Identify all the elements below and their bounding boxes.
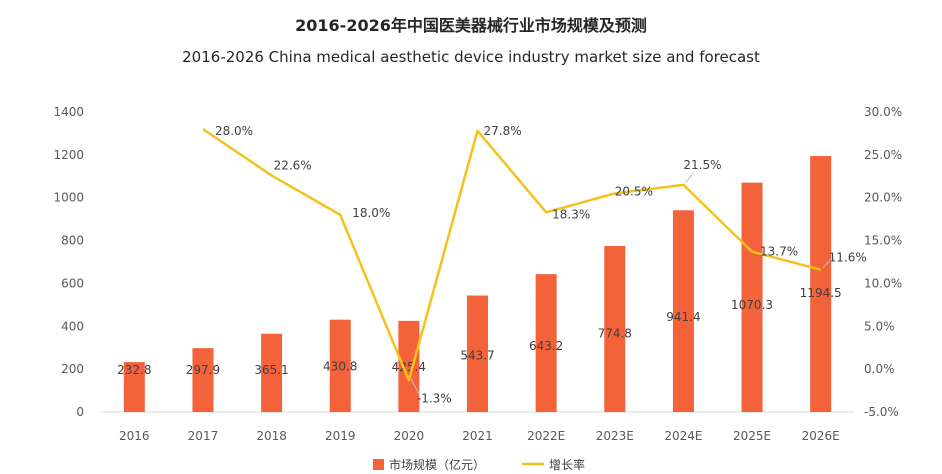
y-left-tick-label: 400 bbox=[61, 319, 84, 333]
bar bbox=[741, 182, 763, 412]
bar bbox=[192, 348, 214, 412]
x-tick-label: 2025E bbox=[733, 429, 771, 443]
bar bbox=[467, 295, 488, 412]
legend-label-line: 增长率 bbox=[549, 457, 585, 472]
bar bbox=[535, 274, 557, 412]
y-right-tick-label: 5.0% bbox=[864, 319, 895, 333]
bar-data-label: 425.4 bbox=[392, 360, 426, 374]
y-left-tick-label: 1400 bbox=[53, 105, 84, 119]
bar-data-label: 297.9 bbox=[186, 363, 220, 377]
chart-title: 2016-2026年中国医美器械行业市场规模及预测 bbox=[295, 16, 647, 35]
bar-data-label: 941.4 bbox=[666, 310, 700, 324]
y-right-tick-label: 10.0% bbox=[864, 276, 902, 290]
bar-data-label: 774.8 bbox=[598, 326, 632, 340]
bar bbox=[329, 319, 351, 412]
bar bbox=[398, 320, 420, 412]
bar bbox=[261, 333, 283, 412]
x-tick-label: 2016 bbox=[119, 429, 150, 443]
line-data-label: 22.6% bbox=[274, 158, 312, 172]
legend-label-bar: 市场规模（亿元） bbox=[389, 457, 485, 472]
x-tick-label: 2021 bbox=[462, 429, 493, 443]
line-data-label: 13.7% bbox=[760, 245, 798, 259]
x-tick-label: 2017 bbox=[188, 429, 219, 443]
x-tick-label: 2018 bbox=[256, 429, 287, 443]
bar-data-label: 232.8 bbox=[117, 363, 151, 377]
label-leader-line bbox=[410, 378, 420, 395]
bar-data-label: 1070.3 bbox=[731, 298, 773, 312]
bar bbox=[672, 210, 694, 412]
y-left-tick-label: 600 bbox=[61, 276, 84, 290]
y-right-tick-label: 15.0% bbox=[864, 234, 902, 248]
label-leader-line bbox=[822, 259, 832, 269]
bar bbox=[123, 362, 145, 412]
x-tick-label: 2022E bbox=[527, 429, 565, 443]
line-data-label: 20.5% bbox=[615, 184, 653, 198]
y-left-tick-label: 0 bbox=[76, 405, 84, 419]
y-left-tick-label: 800 bbox=[61, 234, 84, 248]
line-data-label: 21.5% bbox=[683, 158, 721, 172]
line-data-label: 18.0% bbox=[352, 206, 390, 220]
x-tick-label: 2020 bbox=[394, 429, 425, 443]
label-leader-line bbox=[685, 172, 694, 184]
y-left-tick-label: 1000 bbox=[53, 191, 84, 205]
y-right-tick-label: 20.0% bbox=[864, 191, 902, 205]
legend-swatch-bar bbox=[373, 459, 384, 470]
x-tick-label: 2024E bbox=[664, 429, 702, 443]
y-left-tick-label: 200 bbox=[61, 362, 84, 376]
y-right-tick-label: 30.0% bbox=[864, 105, 902, 119]
chart-subtitle: 2016-2026 China medical aesthetic device… bbox=[182, 48, 760, 66]
y-left-tick-label: 1200 bbox=[53, 148, 84, 162]
growth-line bbox=[202, 128, 821, 382]
line-data-label: 18.3% bbox=[552, 207, 590, 221]
line-data-label: 28.0% bbox=[215, 124, 253, 138]
y-right-tick-label: 0.0% bbox=[864, 362, 895, 376]
bar-data-label: 543.7 bbox=[460, 349, 494, 363]
y-right-tick-label: -5.0% bbox=[864, 405, 899, 419]
bar bbox=[604, 245, 626, 412]
x-tick-label: 2023E bbox=[596, 429, 634, 443]
line-data-label: 11.6% bbox=[829, 251, 867, 265]
line-data-label: -1.3% bbox=[417, 391, 452, 405]
bar-data-label: 430.8 bbox=[323, 359, 357, 373]
y-right-tick-label: 25.0% bbox=[864, 148, 902, 162]
bar-data-label: 1194.5 bbox=[800, 286, 842, 300]
x-tick-label: 2026E bbox=[802, 429, 840, 443]
bar bbox=[810, 156, 832, 412]
x-tick-label: 2019 bbox=[325, 429, 356, 443]
bar-data-label: 643.2 bbox=[529, 339, 563, 353]
bar-data-label: 365.1 bbox=[254, 363, 288, 377]
line-data-label: 27.8% bbox=[484, 124, 522, 138]
